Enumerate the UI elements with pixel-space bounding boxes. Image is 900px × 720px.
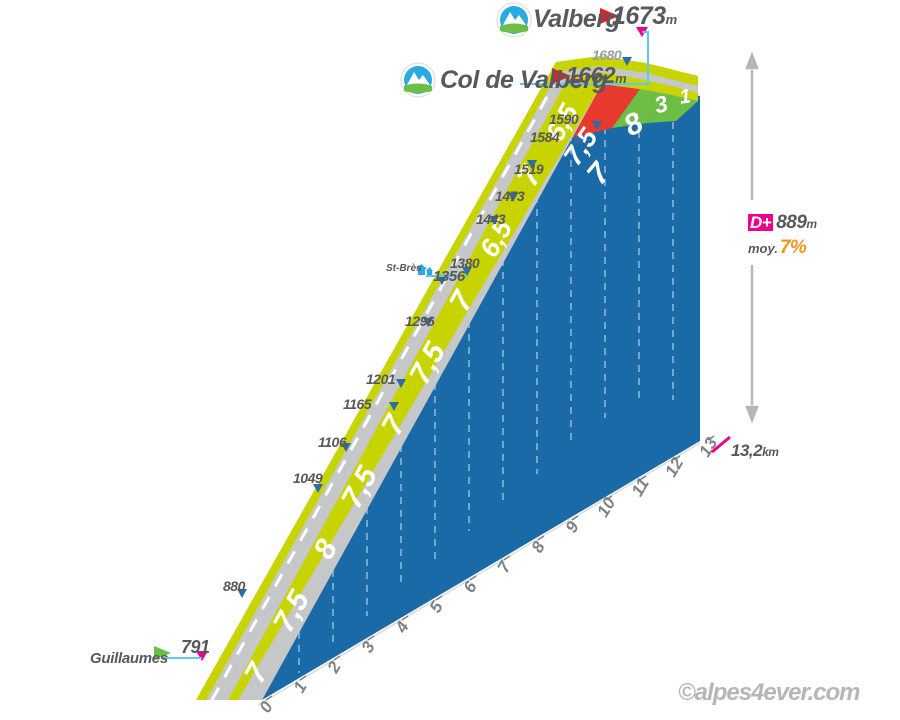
elevation-marker-arrow [341,443,351,452]
gradient-block [568,84,640,139]
col-name-label: Col de Valberg [440,66,608,94]
start-flag-icon [154,646,171,660]
col-altitude-value: 1662 [566,62,616,88]
village-altitude-label: 1356 [433,268,465,285]
gradient-block [648,95,698,123]
elevation-label: 880 [223,578,245,594]
valberg-icon [496,2,532,38]
start-marker-arrow [196,651,208,661]
gradient-value: 1 [678,85,692,108]
climb-stats: D+ 889m moy. 7% [748,212,817,259]
elevation-label: 1049 [293,470,323,486]
distance-end-marker [711,435,731,454]
total-distance-value: 13,2 [731,441,763,460]
elevation-label: 1680 [592,47,622,63]
elevation-marker-arrow [423,318,433,327]
elevation-label: 1296 [405,313,435,329]
red-arrow-icon [552,68,571,84]
distance-unit: km [762,445,779,459]
altitude-arrow-icons [552,8,619,84]
dplus-badge: D+ [748,213,774,232]
elevation-marker-arrow [396,379,406,388]
km-tick-label: 4 [391,618,413,637]
elevation-marker-arrow [462,267,472,276]
elevation-label: 1590 [549,111,579,127]
start-name-label: Guillaumes [90,650,168,667]
elevation-marker-arrow [575,135,584,145]
elevation-gain-unit: m [806,217,818,231]
average-gradient-value: 7% [779,237,807,258]
elevation-marker-arrow [237,589,247,598]
profile-body [262,79,700,700]
red-arrow-icon [600,8,619,24]
gradient-value: 3 [652,90,671,118]
start-altitude-label: 791 [181,637,210,657]
elevation-label: 1584 [530,129,560,145]
elevation-label: 1201 [366,371,396,387]
elevation-gain-arrow [745,51,759,424]
elevation-gain-row: D+ 889m [748,212,817,234]
km-ticks [265,435,715,701]
elevation-marker-arrow [527,160,537,169]
summit-altitude-label: 1673m [612,2,677,31]
elevation-label: 1519 [514,161,544,177]
elevation-marker-arrow [313,484,323,493]
col-altitude-label: 1662m [566,62,627,89]
village-icon [416,264,433,275]
road-surface [196,56,698,700]
watermark: ©alpes4ever.com [678,679,860,706]
elevation-marker-arrow [389,402,399,411]
km-axis [257,442,701,706]
elevation-marker-arrow [437,276,447,285]
leader-lines [162,31,649,659]
altitude-unit: m [615,71,627,86]
elevation-label: 1473 [495,188,525,204]
altitude-unit: m [665,12,678,27]
village-name-label: St-Brès [386,263,422,274]
summit-altitude-value: 1673 [612,2,666,30]
km-gridlines [298,88,674,673]
elevation-label: 1443 [476,211,506,227]
total-distance-label: 13,2km [731,441,779,461]
average-gradient-row: moy. 7% [748,237,817,259]
gradient-block [612,89,672,128]
road-edges [196,56,698,700]
summit-name-label: Valberg [533,5,621,33]
elevation-marker-arrow [489,216,499,225]
elevation-label: 1165 [343,396,372,412]
elevation-label: 1106 [318,434,347,450]
elevation-marker-arrow [592,121,602,130]
elevation-markers [237,57,632,598]
col-de-valberg-icon [400,62,436,98]
elevation-label: 1380 [450,255,480,271]
average-label: moy. [748,241,778,256]
km-tick-label: 1 [290,678,311,696]
elevation-marker-arrow [508,193,518,202]
elevation-gain-value: 889 [776,212,807,233]
elevation-marker-arrow [622,57,632,66]
